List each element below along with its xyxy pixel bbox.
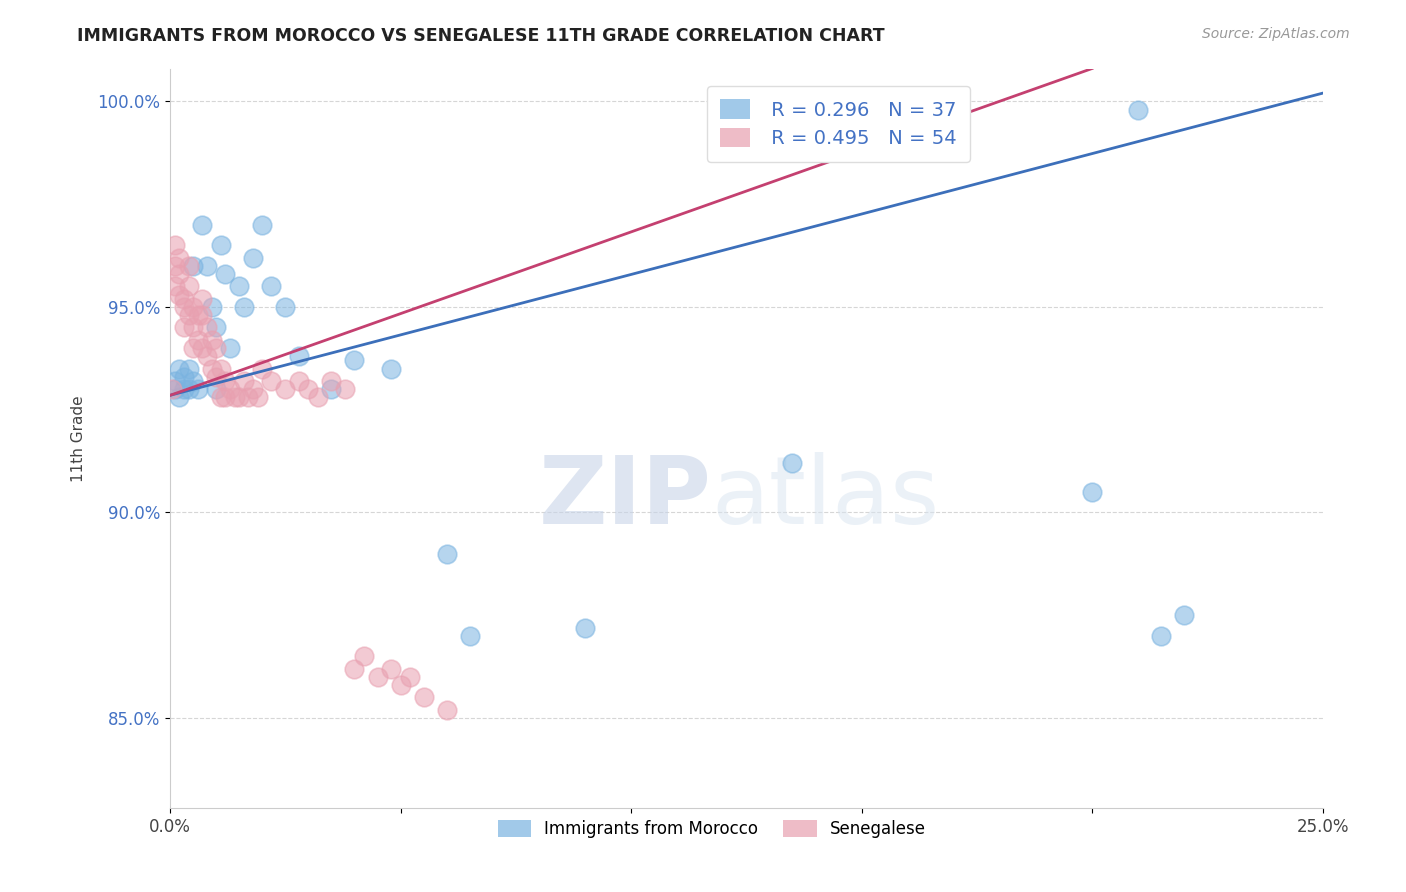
Point bbox=[163, 382, 186, 396]
Point bbox=[228, 279, 250, 293]
Point bbox=[195, 320, 218, 334]
Point bbox=[191, 341, 214, 355]
Point bbox=[195, 349, 218, 363]
Point bbox=[214, 374, 236, 388]
Point bbox=[335, 382, 357, 396]
Point bbox=[209, 238, 232, 252]
Point bbox=[169, 267, 191, 281]
Point bbox=[181, 374, 204, 388]
Point bbox=[205, 320, 228, 334]
Point bbox=[173, 292, 195, 306]
Point bbox=[205, 341, 228, 355]
Point bbox=[343, 662, 366, 676]
Point bbox=[163, 238, 186, 252]
Point bbox=[260, 279, 283, 293]
Point bbox=[436, 547, 458, 561]
Point bbox=[205, 382, 228, 396]
Point bbox=[187, 382, 209, 396]
Point bbox=[574, 621, 596, 635]
Point bbox=[224, 390, 246, 404]
Point bbox=[200, 300, 222, 314]
Point bbox=[297, 382, 319, 396]
Point bbox=[177, 279, 200, 293]
Point bbox=[252, 218, 274, 232]
Point bbox=[380, 361, 402, 376]
Point bbox=[173, 369, 195, 384]
Point bbox=[181, 341, 204, 355]
Point bbox=[389, 678, 412, 692]
Text: ZIP: ZIP bbox=[538, 451, 711, 544]
Point bbox=[1081, 484, 1104, 499]
Point bbox=[232, 300, 254, 314]
Point bbox=[436, 703, 458, 717]
Point bbox=[169, 251, 191, 265]
Y-axis label: 11th Grade: 11th Grade bbox=[72, 395, 86, 482]
Point bbox=[191, 218, 214, 232]
Point bbox=[782, 456, 804, 470]
Point bbox=[458, 629, 481, 643]
Point bbox=[181, 259, 204, 273]
Point bbox=[1173, 608, 1195, 623]
Point bbox=[232, 374, 254, 388]
Point bbox=[209, 361, 232, 376]
Point bbox=[242, 382, 264, 396]
Point bbox=[274, 382, 297, 396]
Point bbox=[353, 649, 375, 664]
Point bbox=[260, 374, 283, 388]
Point bbox=[209, 390, 232, 404]
Point bbox=[177, 308, 200, 322]
Point bbox=[163, 374, 186, 388]
Point bbox=[214, 390, 236, 404]
Point bbox=[412, 690, 434, 705]
Point bbox=[191, 308, 214, 322]
Point bbox=[246, 390, 269, 404]
Point bbox=[187, 308, 209, 322]
Point bbox=[343, 353, 366, 368]
Point bbox=[321, 374, 343, 388]
Point bbox=[307, 390, 329, 404]
Point bbox=[252, 361, 274, 376]
Point bbox=[228, 390, 250, 404]
Point bbox=[398, 670, 420, 684]
Point bbox=[162, 382, 184, 396]
Point bbox=[200, 361, 222, 376]
Point bbox=[177, 382, 200, 396]
Point bbox=[214, 267, 236, 281]
Point bbox=[367, 670, 389, 684]
Point bbox=[163, 279, 186, 293]
Point bbox=[169, 287, 191, 301]
Point bbox=[177, 259, 200, 273]
Point bbox=[181, 320, 204, 334]
Point bbox=[195, 259, 218, 273]
Point bbox=[274, 300, 297, 314]
Point bbox=[288, 349, 311, 363]
Point bbox=[200, 333, 222, 347]
Point bbox=[173, 300, 195, 314]
Point bbox=[219, 341, 242, 355]
Text: IMMIGRANTS FROM MOROCCO VS SENEGALESE 11TH GRADE CORRELATION CHART: IMMIGRANTS FROM MOROCCO VS SENEGALESE 11… bbox=[77, 27, 884, 45]
Point bbox=[169, 390, 191, 404]
Point bbox=[219, 382, 242, 396]
Point bbox=[169, 361, 191, 376]
Text: atlas: atlas bbox=[711, 451, 941, 544]
Point bbox=[191, 292, 214, 306]
Point bbox=[173, 320, 195, 334]
Point bbox=[177, 361, 200, 376]
Point bbox=[173, 382, 195, 396]
Point bbox=[288, 374, 311, 388]
Point bbox=[321, 382, 343, 396]
Point bbox=[1150, 629, 1173, 643]
Text: Source: ZipAtlas.com: Source: ZipAtlas.com bbox=[1202, 27, 1350, 41]
Legend: Immigrants from Morocco, Senegalese: Immigrants from Morocco, Senegalese bbox=[491, 813, 932, 845]
Point bbox=[163, 259, 186, 273]
Point bbox=[1128, 103, 1150, 117]
Point bbox=[242, 251, 264, 265]
Point bbox=[181, 300, 204, 314]
Point bbox=[187, 333, 209, 347]
Point bbox=[380, 662, 402, 676]
Point bbox=[205, 369, 228, 384]
Point bbox=[238, 390, 260, 404]
